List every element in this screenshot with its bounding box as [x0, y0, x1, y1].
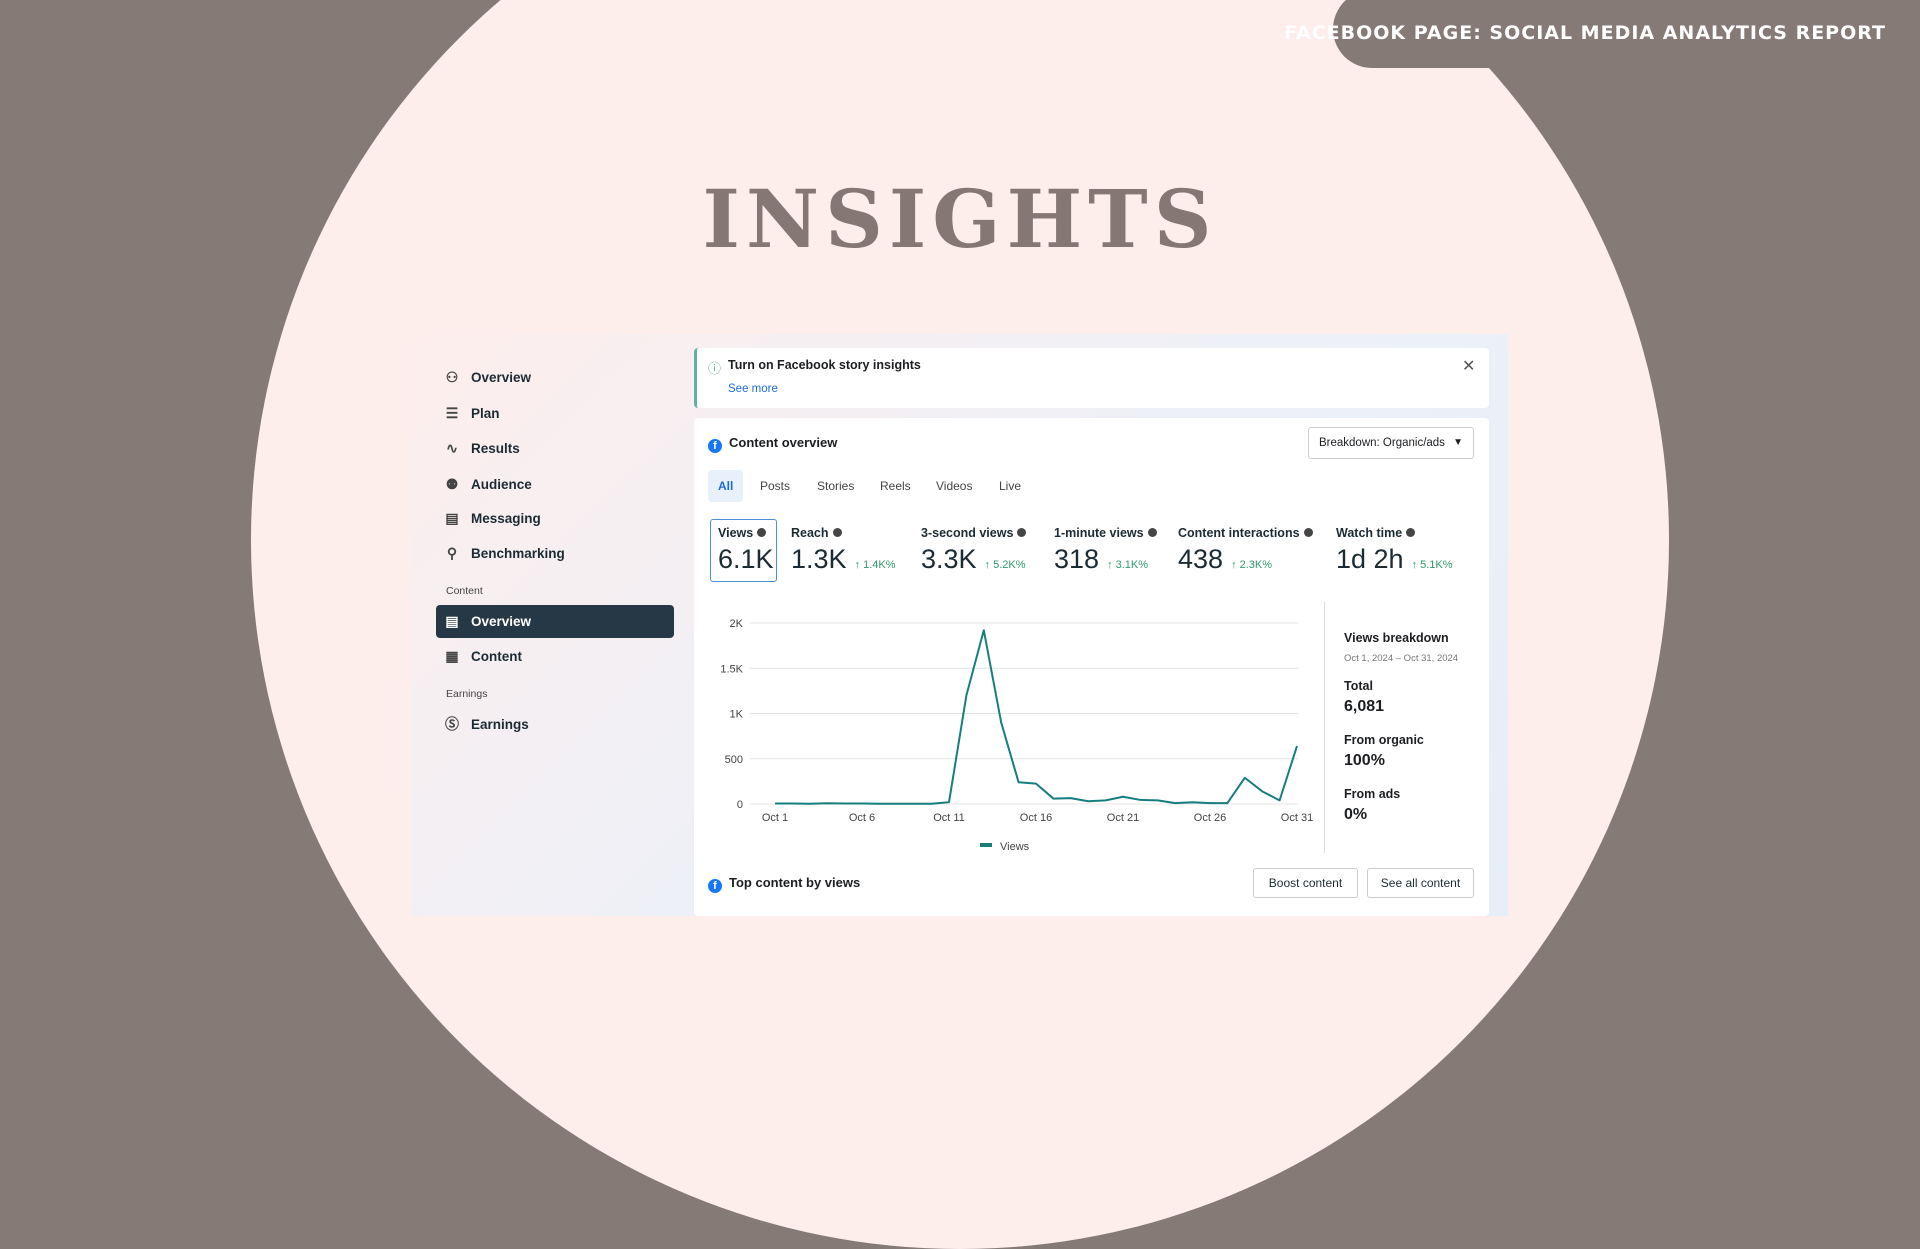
facebook-icon: f: [708, 439, 722, 453]
section-label-earnings: Earnings: [446, 688, 487, 700]
network-icon: ⚇: [443, 369, 461, 386]
y-tick-label: 2K: [730, 618, 744, 630]
page-title: INSIGHTS: [0, 172, 1920, 266]
metric-watch-time-value[interactable]: 1d 2h↑ 5.1K%: [1336, 544, 1453, 575]
report-badge-text: FACEBOOK PAGE: SOCIAL MEDIA ANALYTICS RE…: [1284, 22, 1886, 44]
tab-live[interactable]: Live: [989, 470, 1031, 502]
views-breakdown-range: Oct 1, 2024 – Oct 31, 2024: [1344, 653, 1458, 664]
ads-value: 0%: [1344, 806, 1367, 824]
sidebar-item-earnings[interactable]: Ⓢ Earnings: [443, 712, 529, 736]
x-tick-label: Oct 16: [1020, 812, 1052, 824]
tab-all[interactable]: All: [708, 470, 743, 502]
metric-3s-views-label: 3-second views: [921, 526, 1026, 540]
sidebar-item-content-overview[interactable]: ▤ Overview: [443, 609, 531, 633]
sidebar-item-content[interactable]: ▦ Content: [443, 644, 522, 668]
trend-icon: ∿: [443, 440, 461, 457]
metric-watch-time-label: Watch time: [1336, 526, 1415, 540]
tab-reels[interactable]: Reels: [870, 470, 921, 502]
views-series-line: [775, 630, 1297, 803]
info-icon: [1406, 528, 1415, 537]
info-icon: [833, 528, 842, 537]
views-breakdown-title: Views breakdown: [1344, 631, 1449, 645]
cards-icon: ▤: [443, 613, 461, 630]
sidebar-item-label: Results: [471, 441, 520, 456]
boost-content-button[interactable]: Boost content: [1253, 868, 1358, 898]
sidebar-item-label: Overview: [471, 614, 531, 629]
metric-1min-views-value[interactable]: 318↑ 3.1K%: [1054, 544, 1148, 575]
legend-label: Views: [1000, 841, 1030, 853]
see-all-content-button[interactable]: See all content: [1367, 868, 1474, 898]
total-value: 6,081: [1344, 698, 1384, 716]
see-more-link[interactable]: See more: [728, 383, 778, 395]
sidebar-item-plan[interactable]: ☰ Plan: [443, 401, 500, 425]
metric-interactions-label: Content interactions: [1178, 526, 1313, 540]
sidebar-item-label: Content: [471, 649, 522, 664]
tab-videos[interactable]: Videos: [926, 470, 982, 502]
y-tick-label: 0: [737, 799, 743, 811]
sidebar-item-label: Benchmarking: [471, 546, 565, 561]
sidebar-item-label: Messaging: [471, 511, 541, 526]
info-icon: [1017, 528, 1026, 537]
metric-reach-value[interactable]: 1.3K↑ 1.4K%: [791, 544, 896, 575]
metric-3s-views-value[interactable]: 3.3K↑ 5.2K%: [921, 544, 1026, 575]
y-tick-label: 1K: [730, 709, 744, 721]
sidebar-item-audience[interactable]: ⚉ Audience: [443, 472, 532, 496]
table-icon: ▦: [443, 648, 461, 665]
x-tick-label: Oct 6: [849, 812, 875, 824]
info-icon: [1148, 528, 1157, 537]
ads-label: From ads: [1344, 787, 1400, 801]
y-tick-label: 1.5K: [720, 663, 743, 675]
metric-views-value: 6.1K: [718, 544, 774, 575]
magnify-icon: ⚲: [443, 545, 461, 562]
y-tick-label: 500: [725, 754, 743, 766]
facebook-icon: f: [708, 879, 722, 893]
metric-1min-views-label: 1-minute views: [1054, 526, 1157, 540]
close-icon[interactable]: ✕: [1462, 356, 1475, 376]
x-tick-label: Oct 26: [1194, 812, 1226, 824]
sidebar-item-overview[interactable]: ⚇ Overview: [443, 365, 531, 389]
metric-views-label: Views: [718, 526, 766, 540]
info-icon: [757, 528, 766, 537]
section-label-content: Content: [446, 585, 483, 597]
message-icon: ▤: [443, 510, 461, 527]
tab-posts[interactable]: Posts: [750, 470, 800, 502]
x-tick-label: Oct 1: [762, 812, 788, 824]
breakdown-dropdown[interactable]: Breakdown: Organic/ads▼: [1308, 427, 1474, 459]
sidebar-item-label: Audience: [471, 477, 532, 492]
organic-label: From organic: [1344, 733, 1424, 747]
banner-title: Turn on Facebook story insights: [728, 358, 921, 372]
x-tick-label: Oct 31: [1281, 812, 1313, 824]
metric-interactions-value[interactable]: 438↑ 2.3K%: [1178, 544, 1272, 575]
x-tick-label: Oct 21: [1107, 812, 1139, 824]
legend-swatch: [980, 843, 992, 847]
x-tick-label: Oct 11: [933, 812, 965, 824]
sidebar-item-benchmarking[interactable]: ⚲ Benchmarking: [443, 541, 565, 565]
story-insights-banner: [694, 348, 1489, 408]
caret-down-icon: ▼: [1453, 428, 1463, 458]
metric-reach-label: Reach: [791, 526, 842, 540]
info-icon: ⓘ: [708, 358, 721, 377]
divider: [1324, 602, 1325, 853]
views-line-chart: 0 500 1K 1.5K 2K Oct 1 Oct 6 Oct 11 Oct 16 Oct 21…: [700, 600, 1320, 860]
sidebar-item-messaging[interactable]: ▤ Messaging: [443, 506, 541, 530]
sidebar-item-label: Plan: [471, 406, 500, 421]
numbered-list-icon: ☰: [443, 405, 461, 422]
organic-value: 100%: [1344, 752, 1385, 770]
sidebar-item-results[interactable]: ∿ Results: [443, 436, 520, 460]
people-icon: ⚉: [443, 476, 461, 493]
info-icon: [1304, 528, 1313, 537]
tab-stories[interactable]: Stories: [807, 470, 864, 502]
total-label: Total: [1344, 679, 1373, 693]
sidebar-item-label: Earnings: [471, 717, 529, 732]
sidebar-item-label: Overview: [471, 370, 531, 385]
dollar-icon: Ⓢ: [443, 714, 461, 734]
